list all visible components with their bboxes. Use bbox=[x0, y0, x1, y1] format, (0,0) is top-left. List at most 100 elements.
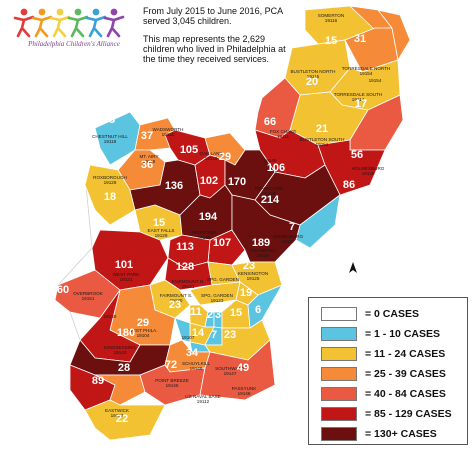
zip-region-38 bbox=[235, 281, 259, 306]
north-arrow-icon bbox=[346, 260, 360, 281]
legend-label: = 0 CASES bbox=[365, 308, 419, 320]
child-figure-icon bbox=[13, 8, 35, 38]
legend-label: = 85 - 129 CASES bbox=[365, 408, 452, 420]
region-label: WADSWORTH 19150 bbox=[153, 127, 184, 137]
legend-item: = 11 - 24 CASES bbox=[321, 344, 467, 364]
region-label: TORRESDALE SOUTH 19114 bbox=[334, 92, 382, 102]
region-label: SOMERTON 19116 bbox=[318, 13, 344, 23]
region-label: BRIDESBURG 19137 bbox=[273, 234, 304, 244]
region-label: SPG. GARDEN bbox=[207, 277, 239, 282]
child-figure-icon bbox=[49, 8, 71, 38]
child-figure-icon bbox=[31, 8, 53, 38]
case-count: 89 bbox=[92, 375, 104, 387]
case-count: 29 bbox=[219, 151, 231, 163]
case-count: 15 bbox=[153, 217, 165, 229]
case-count: 113 bbox=[176, 241, 194, 253]
region-label: SPG. GARDEN 19123 bbox=[201, 293, 233, 303]
region-label: BUSTLETON NORTH 19115 bbox=[290, 69, 335, 79]
case-count: 31 bbox=[354, 33, 366, 45]
region-label: OAK LANE 19126 bbox=[200, 151, 223, 161]
case-count: 194 bbox=[199, 211, 218, 223]
zip-region-19112 bbox=[164, 394, 246, 436]
case-count: 7 bbox=[211, 329, 217, 341]
region-label: WEST PHILA. 19104 bbox=[128, 328, 157, 338]
case-count: 105 bbox=[180, 144, 198, 156]
legend-item: = 25 - 39 CASES bbox=[321, 364, 467, 384]
region-label: TORRESDALE NORTH 19154 bbox=[342, 66, 391, 76]
case-count: 36 bbox=[141, 159, 153, 171]
region-label: FAIRMOUNT S. 19130 bbox=[160, 293, 193, 303]
legend-swatch bbox=[321, 347, 357, 361]
logo: Philadelphia Children's Alliance bbox=[2, 6, 140, 48]
case-count: 102 bbox=[200, 175, 218, 187]
case-count: 3 bbox=[215, 309, 221, 321]
case-count: 34 bbox=[186, 347, 199, 359]
zip-region-19153 bbox=[84, 399, 166, 441]
case-count: 28 bbox=[118, 362, 130, 374]
region-label: RICHMOND 19134 bbox=[250, 248, 276, 258]
case-count: 23 bbox=[224, 329, 236, 341]
case-count: 22 bbox=[116, 413, 128, 425]
region-label: FOX CHASE 19111 bbox=[270, 129, 297, 139]
case-count: 136 bbox=[165, 180, 183, 192]
case-count: 86 bbox=[343, 179, 355, 191]
case-count: 14 bbox=[192, 327, 205, 339]
region-label: FAIRMOUNT N. 19121 bbox=[172, 279, 205, 289]
legend-label: = 40 - 84 CASES bbox=[365, 388, 446, 400]
region-label: BUSTLETON SOUTH 19152 bbox=[300, 137, 345, 147]
case-count: 21 bbox=[316, 123, 328, 135]
region-label: 19149 bbox=[264, 158, 277, 163]
case-count: 20 bbox=[306, 76, 318, 88]
case-count: 66 bbox=[264, 116, 276, 128]
legend-item: = 1 - 10 CASES bbox=[321, 324, 467, 344]
case-count: 19 bbox=[240, 287, 252, 299]
region-label: KINGSESSING 19143 bbox=[104, 345, 136, 355]
child-figure-icon bbox=[85, 8, 107, 38]
legend-swatch bbox=[321, 427, 357, 441]
logo-figures-icon bbox=[13, 8, 125, 38]
legend-item: = 130+ CASES bbox=[321, 424, 467, 444]
legend-swatch bbox=[321, 387, 357, 401]
case-count: 37 bbox=[141, 130, 153, 142]
region-label: EAST FALLS 19129 bbox=[148, 228, 175, 238]
region-label: OVERBROOK 19151 bbox=[73, 291, 104, 301]
case-count: 106 bbox=[267, 162, 285, 174]
legend-swatch bbox=[321, 407, 357, 421]
region-label: CHESTNUT HILL 19118 bbox=[92, 134, 128, 144]
region-label: US NAVAL BASE 19112 bbox=[185, 394, 220, 404]
child-figure-icon bbox=[103, 8, 125, 38]
case-count: 11 bbox=[190, 306, 202, 318]
case-count: 5 bbox=[109, 114, 115, 126]
case-count: 170 bbox=[228, 176, 246, 188]
legend-label: = 11 - 24 CASES bbox=[365, 348, 446, 360]
case-count: 15 bbox=[230, 307, 242, 319]
region-label: 19107 bbox=[182, 335, 195, 340]
region-label: WEST PARK 19131 bbox=[113, 272, 141, 282]
zip-region-19128 bbox=[84, 164, 136, 226]
legend-item: = 0 CASES bbox=[321, 304, 467, 324]
child-figure-icon bbox=[67, 8, 89, 38]
intro-line-1: From July 2015 to June 2016, PCA served … bbox=[143, 6, 283, 26]
case-count: 6 bbox=[255, 304, 261, 316]
region-label: SOUTHWARK 19147 bbox=[215, 366, 246, 376]
case-count: 7 bbox=[289, 221, 295, 233]
case-count: 2 bbox=[207, 309, 213, 321]
legend-item: = 40 - 84 CASES bbox=[321, 384, 467, 404]
case-count: 17 bbox=[355, 98, 367, 110]
legend-swatch bbox=[321, 307, 357, 321]
zip-region-19154 bbox=[377, 9, 411, 61]
intro-text: From July 2015 to June 2016, PCA served … bbox=[143, 6, 293, 72]
case-count: 72 bbox=[165, 359, 177, 371]
legend-swatch bbox=[321, 367, 357, 381]
region-label: ROXBOROUGH 19128 bbox=[93, 175, 127, 185]
region-label: HOLMESBURG 19136 bbox=[352, 166, 385, 176]
legend: = 0 CASES = 1 - 10 CASES = 11 - 24 CASES = … bbox=[308, 297, 468, 445]
zip-region-19134 bbox=[231, 194, 301, 263]
case-count: 23 bbox=[243, 260, 255, 272]
legend-swatch bbox=[321, 327, 357, 341]
case-count: 107 bbox=[213, 237, 231, 249]
region-label: PASSYUNK 19148 bbox=[232, 386, 258, 396]
case-count: 49 bbox=[237, 362, 249, 374]
case-count: 60 bbox=[57, 284, 69, 296]
